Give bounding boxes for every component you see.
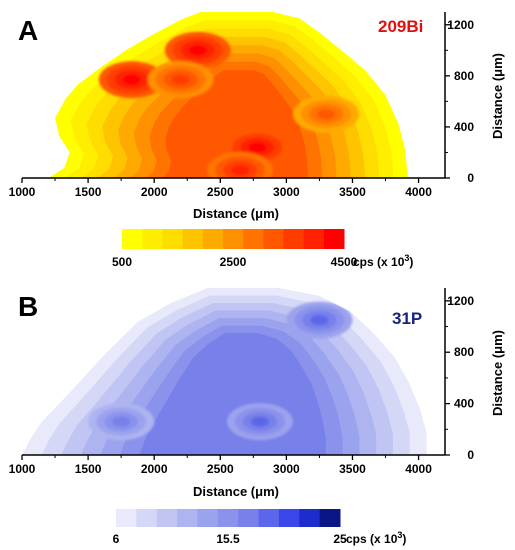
panel-a-letter: A xyxy=(18,15,38,46)
x-tick-label: 4000 xyxy=(405,462,432,476)
colorbar-tick-label: 4500 xyxy=(331,255,358,269)
panel-a-ylabel: Distance (μm) xyxy=(490,53,505,139)
hotspot xyxy=(112,416,131,427)
colorbar-swatch xyxy=(156,509,178,527)
colorbar-swatch xyxy=(283,229,305,249)
colorbar-swatch xyxy=(278,509,300,527)
colorbar-swatch xyxy=(299,509,321,527)
colorbar-swatch xyxy=(197,509,219,527)
y-tick-label: 800 xyxy=(454,69,474,83)
x-tick-label: 1500 xyxy=(75,462,102,476)
colorbar-swatch xyxy=(243,229,264,249)
colorbar-swatch xyxy=(263,229,284,249)
panel-b-xlabel: Distance (μm) xyxy=(193,484,279,499)
colorbar-tick-label: 500 xyxy=(112,255,132,269)
contour-bands xyxy=(22,288,427,455)
panel-b-element: 31P xyxy=(392,309,422,328)
y-tick-label: 400 xyxy=(454,120,474,134)
hotspot-group xyxy=(98,31,360,178)
panel-a-element: 209Bi xyxy=(378,17,423,36)
axes-b: 1000 1500 2000 2500 3000 3500 4000 0 400 800 1200 xyxy=(9,288,474,476)
x-tick-label: 3500 xyxy=(339,462,366,476)
x-tick-label: 2500 xyxy=(207,462,234,476)
x-tick-label: 1500 xyxy=(75,185,102,199)
panel-a: A 209Bi 1000 1500 2000 2500 3000 3500 4000 0 400… xyxy=(9,12,505,269)
x-tick-label: 1000 xyxy=(9,185,36,199)
colorbar-swatch xyxy=(116,509,137,527)
colorbar-swatch xyxy=(319,509,341,527)
heatmap-a xyxy=(48,12,409,178)
hotspot xyxy=(122,74,141,85)
y-tick-label: 1200 xyxy=(447,18,474,32)
colorbar-swatch xyxy=(136,509,158,527)
hotspot-group xyxy=(88,301,353,441)
x-tick-label: 2000 xyxy=(141,462,168,476)
y-tick-label: 400 xyxy=(454,397,474,411)
hotspot xyxy=(250,416,269,427)
colorbar-b: 6 15.5 25 cps (x 103) xyxy=(113,509,406,546)
panel-b-ylabel: Distance (μm) xyxy=(490,330,505,416)
hotspot xyxy=(171,74,190,85)
colorbar-tick-label: 2500 xyxy=(220,255,247,269)
colorbar-unit: cps (x 103) xyxy=(353,253,413,269)
x-tick-label: 2500 xyxy=(207,185,234,199)
y-tick-label: 0 xyxy=(467,448,474,462)
y-tick-label: 800 xyxy=(454,345,474,359)
hotspot xyxy=(317,109,336,120)
colorbar-swatch xyxy=(258,509,280,527)
hotspot xyxy=(310,315,329,326)
x-tick-label: 1000 xyxy=(9,462,36,476)
y-tick-label: 0 xyxy=(467,171,474,185)
colorbar-swatch xyxy=(122,229,143,249)
y-tick-label: 1200 xyxy=(447,294,474,308)
hotspot xyxy=(231,165,250,176)
colorbar-swatch xyxy=(177,509,198,527)
colorbar-swatch xyxy=(162,229,184,249)
colorbar-swatch xyxy=(182,229,204,249)
colorbar-tick-label: 15.5 xyxy=(216,532,240,546)
x-tick-label: 3000 xyxy=(273,462,300,476)
x-tick-label: 2000 xyxy=(141,185,168,199)
x-tick-label: 3500 xyxy=(339,185,366,199)
x-tick-label: 4000 xyxy=(405,185,432,199)
colorbar-swatch xyxy=(238,509,260,527)
colorbar-swatch xyxy=(222,229,244,249)
colorbar-swatch xyxy=(142,229,163,249)
colorbar-swatch xyxy=(202,229,224,249)
heatmap-b xyxy=(22,288,427,455)
colorbar-tick-label: 25 xyxy=(333,532,347,546)
hotspot xyxy=(248,142,267,153)
colorbar-swatch xyxy=(323,229,345,249)
panel-b-letter: B xyxy=(18,291,38,322)
x-tick-label: 3000 xyxy=(273,185,300,199)
panel-b: B 31P 1000 1500 2000 2500 3000 3500 4000 0 400 80… xyxy=(9,288,505,546)
colorbar-swatch xyxy=(303,229,325,249)
colorbar-unit: cps (x 103) xyxy=(346,530,406,546)
colorbar-tick-label: 6 xyxy=(113,532,120,546)
panel-a-xlabel: Distance (μm) xyxy=(193,206,279,221)
hotspot xyxy=(188,45,207,56)
colorbar-swatch xyxy=(217,509,239,527)
contour-bands xyxy=(48,12,409,178)
axes-a: 1000 1500 2000 2500 3000 3500 4000 0 400 800 1200 xyxy=(9,12,474,199)
